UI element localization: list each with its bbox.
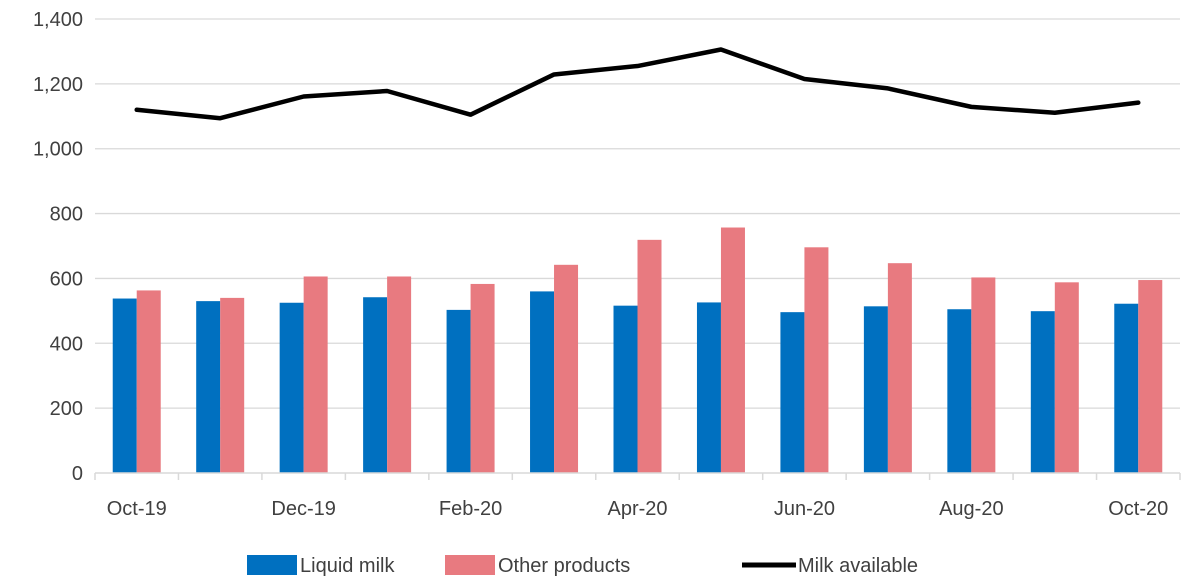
bar-other-products-oct-20 bbox=[1138, 280, 1163, 473]
legend-swatch-other-products bbox=[445, 555, 495, 575]
x-tick-label: Aug-20 bbox=[939, 498, 1004, 520]
milk-available-line-layer bbox=[134, 47, 1141, 121]
legend-item-liquid-milk: Liquid milk bbox=[247, 555, 395, 577]
x-tick-label: Oct-19 bbox=[107, 498, 167, 520]
bar-liquid-milk-oct-19 bbox=[112, 298, 137, 473]
bar-other-products-sep-20 bbox=[1054, 282, 1079, 473]
bar-other-products-nov-19 bbox=[220, 297, 245, 473]
legend-label-liquid-milk: Liquid milk bbox=[300, 555, 395, 577]
bar-other-products-aug-20 bbox=[971, 277, 996, 473]
y-tick-label: 1,400 bbox=[33, 9, 83, 31]
x-tick-label: Dec-19 bbox=[271, 498, 335, 520]
bar-liquid-milk-dec-19 bbox=[279, 302, 304, 473]
x-tick-label: Jun-20 bbox=[774, 498, 835, 520]
x-axis-tick-labels: Oct-19 Dec-19 Feb-20 Apr-20 Jun-20 Aug-20 Oct-… bbox=[107, 498, 1169, 520]
y-axis-tick-labels: 0 200 400 600 800 1,000 1,200 1,400 bbox=[33, 9, 83, 485]
line-milk-available bbox=[134, 47, 1141, 121]
x-tick-label: Feb-20 bbox=[439, 498, 502, 520]
bar-liquid-milk-sep-20 bbox=[1030, 311, 1055, 473]
bar-other-products-dec-19 bbox=[303, 276, 328, 473]
bar-other-products-mar-20 bbox=[554, 264, 579, 473]
bar-liquid-milk-jan-20 bbox=[363, 297, 388, 473]
legend-label-other-products: Other products bbox=[498, 555, 630, 577]
bar-liquid-milk-may-20 bbox=[696, 302, 721, 473]
bar-liquid-milk-aug-20 bbox=[947, 309, 972, 473]
bar-liquid-milk-nov-19 bbox=[196, 301, 221, 473]
bar-other-products-jul-20 bbox=[887, 263, 912, 473]
y-tick-label: 200 bbox=[50, 398, 83, 420]
x-axis bbox=[94, 472, 1181, 480]
legend-label-milk-available: Milk available bbox=[798, 555, 918, 577]
bar-other-products-feb-20 bbox=[470, 283, 495, 473]
bar-other-products-may-20 bbox=[720, 227, 745, 473]
bar-other-products-oct-19 bbox=[136, 290, 161, 473]
bar-liquid-milk-apr-20 bbox=[613, 305, 638, 473]
legend: Liquid milk Other products Milk availabl… bbox=[247, 555, 918, 577]
legend-item-milk-available: Milk available bbox=[742, 555, 918, 577]
legend-item-other-products: Other products bbox=[445, 555, 630, 577]
bar-liquid-milk-feb-20 bbox=[446, 309, 471, 473]
bar-liquid-milk-jul-20 bbox=[863, 306, 888, 473]
y-tick-label: 1,000 bbox=[33, 139, 83, 161]
bars bbox=[112, 227, 1163, 473]
bar-liquid-milk-oct-20 bbox=[1114, 303, 1139, 473]
y-tick-label: 400 bbox=[50, 333, 83, 355]
legend-swatch-liquid-milk bbox=[247, 555, 297, 575]
bar-other-products-apr-20 bbox=[637, 239, 662, 473]
y-tick-label: 800 bbox=[50, 204, 83, 226]
bar-other-products-jun-20 bbox=[804, 247, 829, 473]
y-tick-label: 0 bbox=[72, 463, 83, 485]
x-tick-label: Apr-20 bbox=[607, 498, 667, 520]
bar-other-products-jan-20 bbox=[387, 276, 412, 473]
y-tick-label: 600 bbox=[50, 268, 83, 290]
bar-liquid-milk-jun-20 bbox=[780, 312, 805, 473]
x-tick-label: Oct-20 bbox=[1108, 498, 1168, 520]
y-tick-label: 1,200 bbox=[33, 74, 83, 96]
bar-liquid-milk-mar-20 bbox=[530, 291, 555, 473]
